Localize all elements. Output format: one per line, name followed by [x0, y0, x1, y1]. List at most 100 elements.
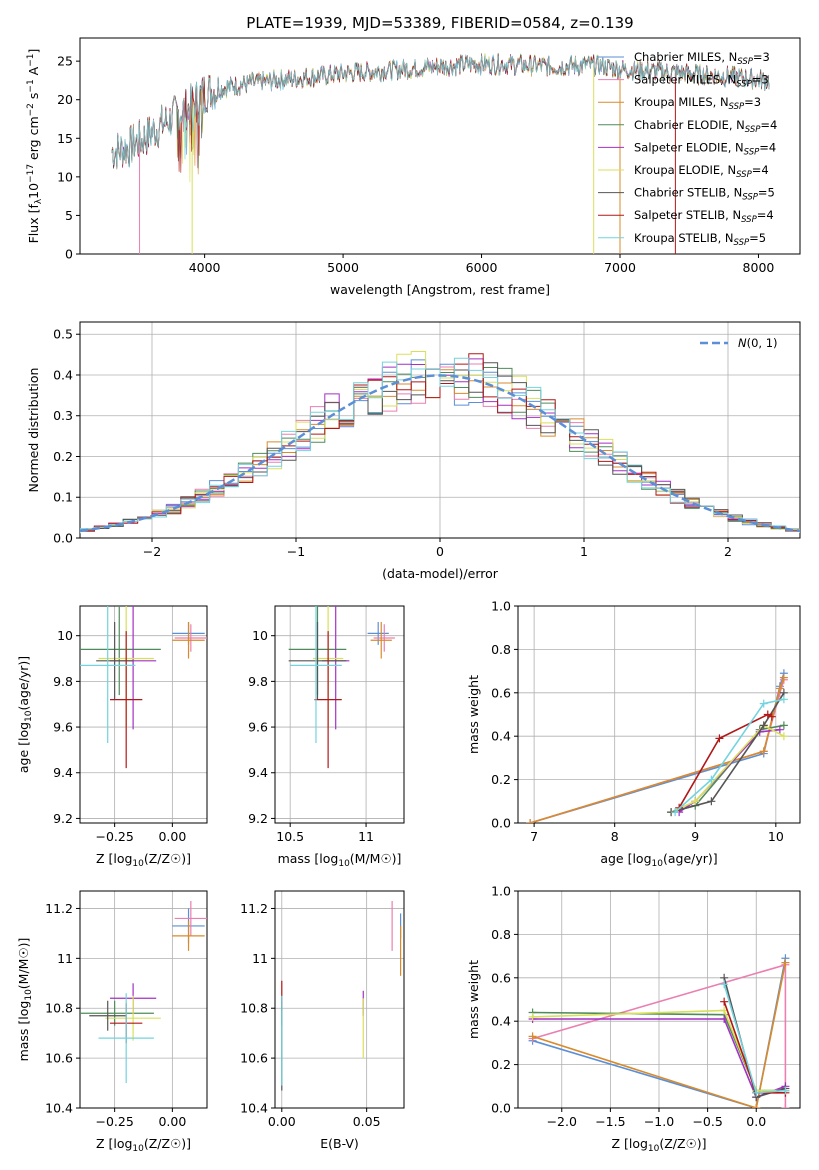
- mass-weight-vs-metallicity-ytick-label: 0.8: [491, 927, 511, 942]
- spectrum-ytick-label: 5: [65, 208, 73, 223]
- mass-weight-vs-age-ytick-label: 0.8: [491, 642, 511, 657]
- legend-entry: Salpeter MILES, NSSP=3: [634, 73, 769, 90]
- mass-weight-vs-age-panel: 7 8 9 10 0.0 0.2 0.4 0.6 0.8 1.0: [491, 599, 801, 844]
- mass-vs-extinction-xtick-label: 0.05: [353, 1114, 381, 1129]
- age-vs-metallicity-xtick-label: 0.00: [158, 829, 186, 844]
- mass-weight-vs-metallicity-ytick-label: 1.0: [491, 884, 511, 899]
- spectrum-xtick-label: 4000: [189, 260, 221, 275]
- mass-vs-metallicity-xtick-label: −0.25: [95, 1114, 133, 1129]
- mass-vs-extinction-ytick-label: 11.2: [240, 901, 268, 916]
- mass-vs-metallicity-xtick-label: 0.00: [158, 1114, 186, 1129]
- mass-weight-vs-metallicity-panel: −2.0 −1.5 −1.0 −0.5 0.0 0.0 0.2 0.4 0.6 0.8 1.0: [491, 884, 801, 1129]
- mass-weight-vs-metallicity-ytick-label: 0.0: [491, 1101, 511, 1116]
- weight-marker: [781, 1086, 790, 1095]
- weight-line-5: [670, 724, 785, 813]
- mass-weight-vs-age-ytick-label: 0.2: [491, 772, 511, 787]
- legend-entry: Salpeter ELODIE, NSSP=4: [634, 140, 776, 157]
- age-vs-metallicity-ytick-label: 9.2: [53, 811, 73, 826]
- mass-weight-vs-age-lines: [526, 669, 788, 823]
- residual-histogram-xtick-label: 0: [436, 544, 444, 559]
- age-vs-metallicity-panel: −0.25 0.00 9.2 9.4 9.6 9.8 10: [53, 605, 208, 844]
- normal-legend-label: N(0, 1): [738, 336, 778, 350]
- weight-line-8: [674, 698, 785, 813]
- mass-vs-extinction-ytick-label: 10.8: [240, 1001, 268, 1016]
- mass-weight-vs-metallicity-ytick-label: 0.4: [491, 1014, 511, 1029]
- weight-marker: [691, 797, 700, 806]
- histogram-model-8: [80, 357, 800, 534]
- weight-line-6: [670, 692, 785, 813]
- spectrum-line-8: [111, 53, 770, 169]
- mass-weight-vs-metallicity-ytick-label: 0.6: [491, 970, 511, 985]
- weight-marker: [707, 775, 716, 784]
- histogram-ylabel: Normed distribution: [26, 368, 41, 493]
- age-vs-mass-xtick-label: 10.5: [276, 829, 304, 844]
- mass-vs-extinction-ytick-label: 11: [252, 951, 268, 966]
- age-vs-mass-ytick-label: 9.2: [248, 811, 268, 826]
- age-vs-mass-ytick-label: 9.6: [248, 720, 268, 735]
- age-vs-metallicity-ytick-label: 9.4: [53, 765, 73, 780]
- legend-entry: Kroupa STELIB, NSSP=5: [634, 231, 766, 248]
- mass-weight-vs-age-xtick-label: 10: [768, 829, 784, 844]
- weight-marker: [763, 710, 772, 719]
- legend-entry: Salpeter STELIB, NSSP=4: [634, 208, 774, 225]
- weight-marker: [671, 808, 680, 817]
- weight-marker: [759, 747, 768, 756]
- weight-marker: [528, 1012, 537, 1021]
- mass-vs-metallicity-ytick-label: 10.8: [45, 1001, 73, 1016]
- residual-histogram-ytick-label: 0.0: [53, 531, 73, 546]
- residual-histogram-xtick-label: 1: [580, 544, 588, 559]
- mass-vs-metallicity-errorbars: [80, 900, 207, 1084]
- residual-histogram-ytick-label: 0.1: [53, 490, 73, 505]
- weight-marker: [775, 684, 784, 693]
- spectrum-xtick-label: 8000: [743, 260, 775, 275]
- spectrum-xtick-label: 7000: [604, 260, 636, 275]
- spectrum-frame: [79, 37, 801, 255]
- mass-vs-extinction-ytick-label: 10.4: [240, 1101, 268, 1116]
- legend-entry: Kroupa ELODIE, NSSP=4: [634, 163, 769, 180]
- histogram-xlabel: (data-model)/error: [382, 566, 499, 581]
- weight-marker: [720, 997, 729, 1006]
- weight-marker: [526, 819, 535, 823]
- mass-weight-vs-metallicity-xtick-label: −0.5: [692, 1114, 722, 1129]
- mass-weight-vs-age-ytick-label: 1.0: [491, 599, 511, 614]
- weight-marker: [781, 1104, 790, 1108]
- residual-histogram-panel: −2 −1 0 1 2 0.0 0.1 0.2 0.3 0.4 0.5: [53, 321, 801, 559]
- mass-weight-vs-age-frame: [517, 605, 801, 824]
- weight-line-7: [678, 713, 773, 809]
- weight-marker: [779, 695, 788, 704]
- mass-weight-vs-metallicity-ylabel: mass weight: [466, 960, 481, 1039]
- weight-line-0: [529, 673, 785, 823]
- mass-weight-vs-age-ylabel: mass weight: [466, 675, 481, 754]
- mass-weight-vs-metallicity-xtick-label: −1.5: [595, 1114, 625, 1129]
- weight-marker: [779, 721, 788, 730]
- weight-line-4: [678, 728, 780, 813]
- spectrum-legend: Chabrier MILES, NSSP=3 Salpeter MILES, NS…: [598, 50, 777, 248]
- legend-entry: Chabrier MILES, NSSP=3: [634, 50, 770, 67]
- spectrum-xlabel: wavelength [Angstrom, rest frame]: [330, 282, 550, 297]
- figure-title: PLATE=1939, MJD=53389, FIBERID=0584, z=0…: [246, 14, 633, 32]
- age-vs-metallicity-frame: [79, 605, 208, 824]
- spectrum-ytick-label: 20: [57, 92, 73, 107]
- mass-vs-extinction-panel: 0.00 0.05 10.4 10.6 10.8 11 11.2: [240, 890, 405, 1129]
- mass-vs-extinction-errorbars: [281, 900, 402, 1091]
- age-vs-metallicity-xtick-label: −0.25: [95, 829, 133, 844]
- weight-marker: [779, 673, 788, 682]
- residual-histogram-ytick-label: 0.5: [53, 327, 73, 342]
- spectrum-ytick-label: 25: [57, 54, 73, 69]
- spectrum-lines: [111, 52, 770, 254]
- histogram-steps: [80, 351, 800, 534]
- age-vs-metallicity-ytick-label: 10: [57, 628, 73, 643]
- weight-marker: [752, 1088, 761, 1097]
- residual-histogram-ytick-label: 0.4: [53, 367, 73, 382]
- mass-weight-vs-age-ytick-label: 0.4: [491, 729, 511, 744]
- residual-histogram-xtick-label: 2: [724, 544, 732, 559]
- mass-weight-vs-age-xtick-label: 8: [611, 829, 619, 844]
- weight-marker: [528, 1032, 537, 1041]
- mass-vs-metallicity-frame: [79, 890, 208, 1109]
- legend-entry: Chabrier ELODIE, NSSP=4: [634, 118, 777, 135]
- weight-line-2: [532, 962, 787, 1108]
- legend-entry: Chabrier STELIB, NSSP=5: [634, 186, 775, 203]
- mass-weight-vs-age-ytick-label: 0.0: [491, 816, 511, 831]
- mass-weight-vs-metallicity-lines: [528, 954, 790, 1108]
- age-vs-mass-ytick-label: 9.4: [248, 765, 268, 780]
